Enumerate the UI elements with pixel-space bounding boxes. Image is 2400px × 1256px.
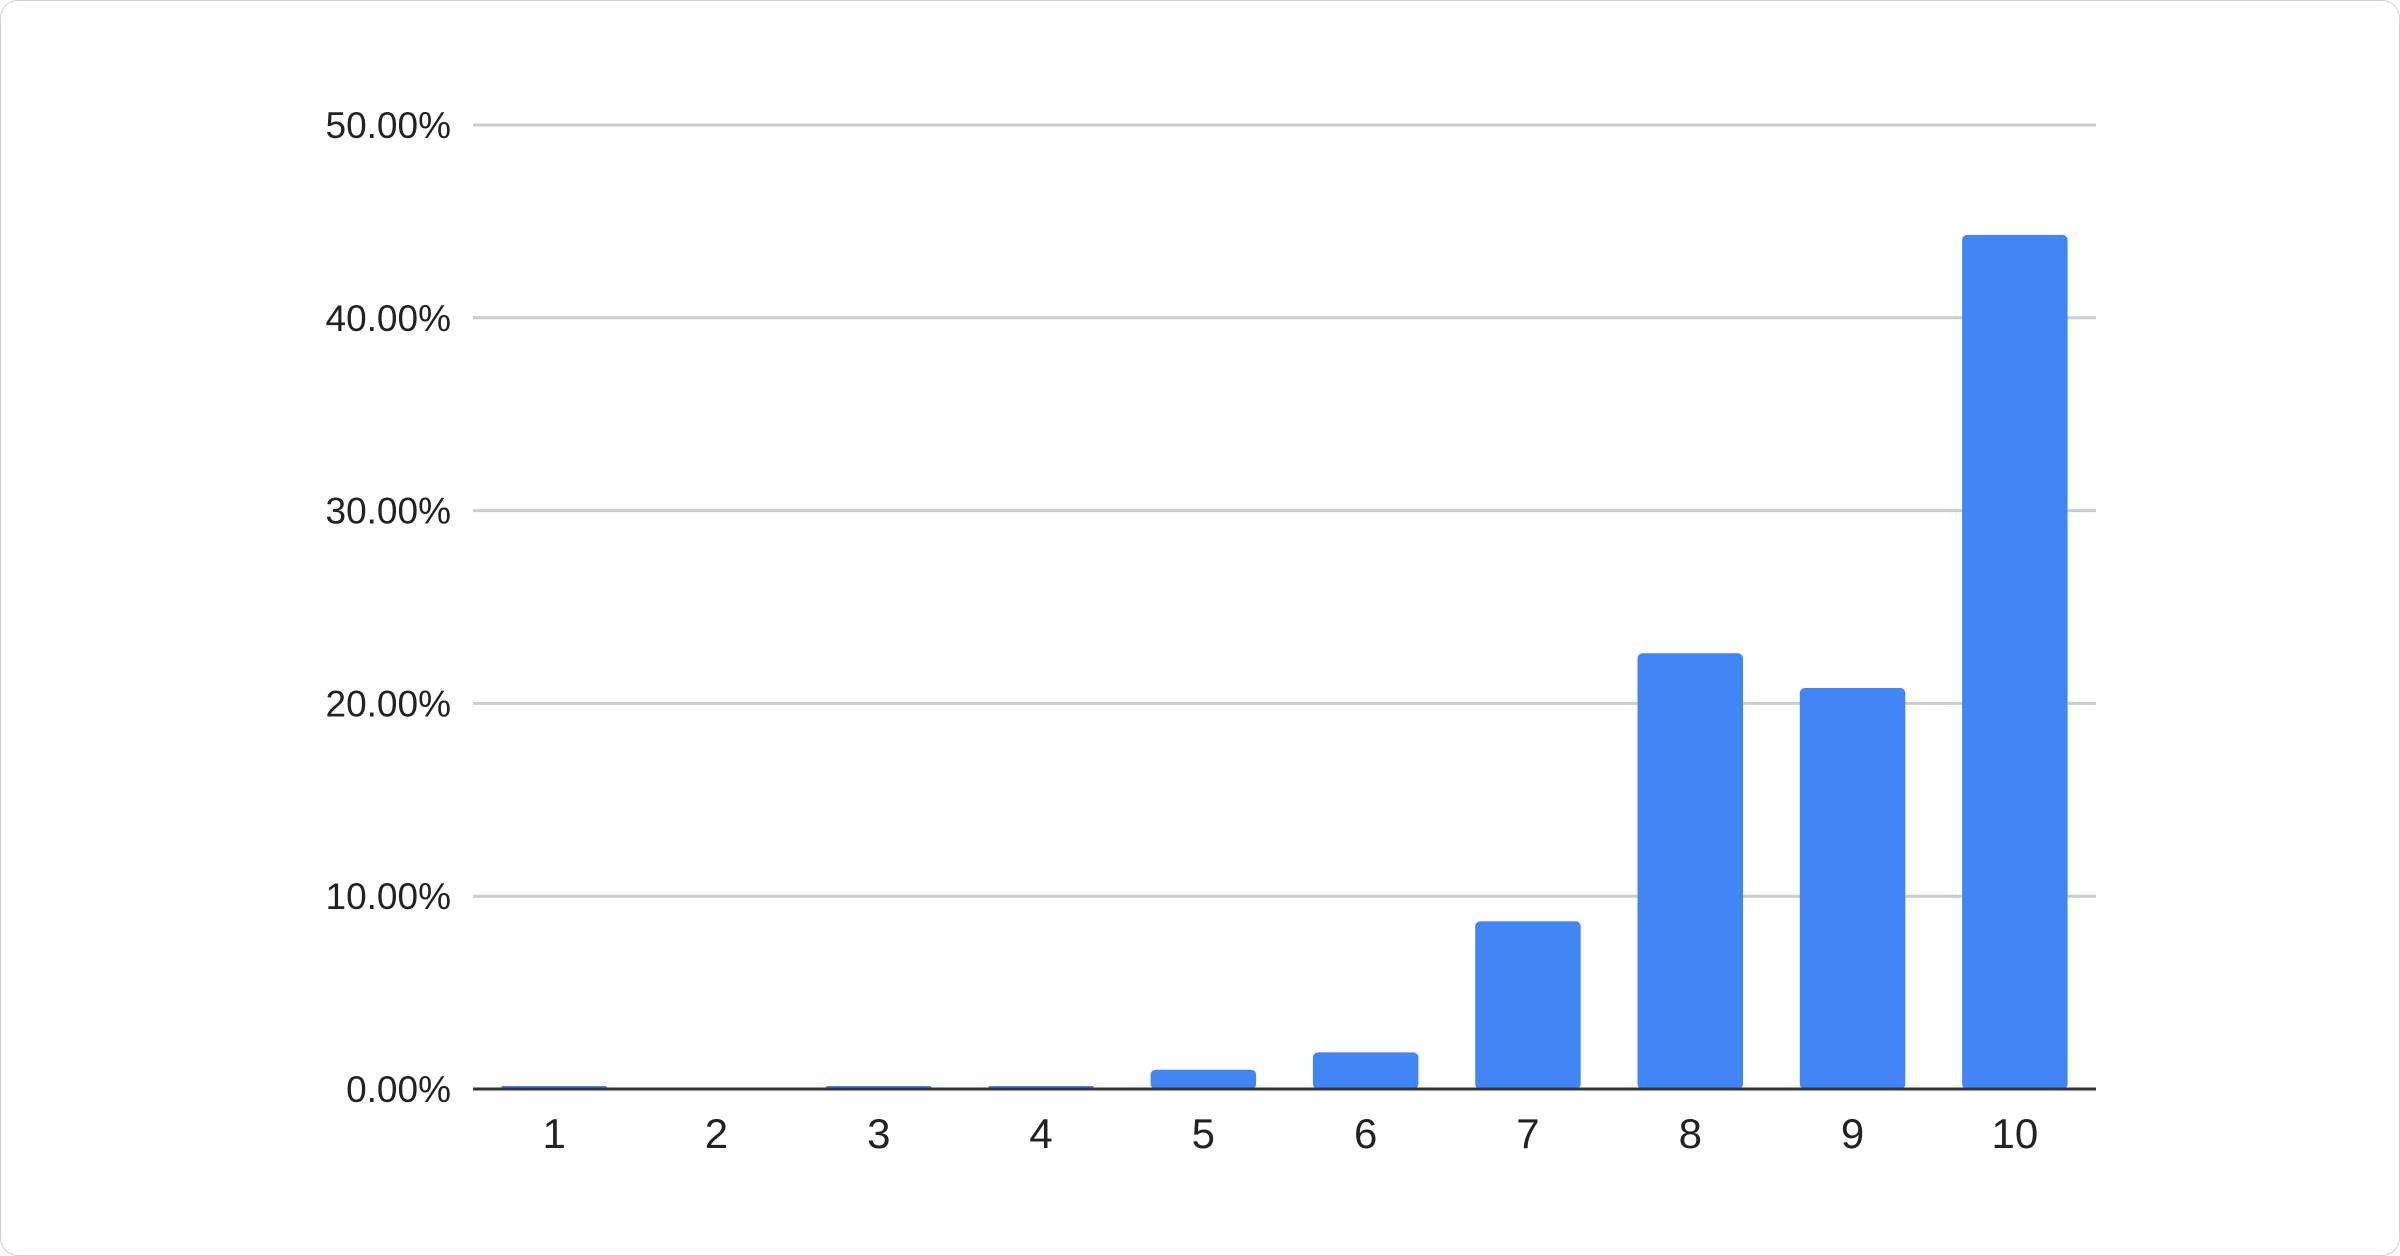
bar-10 [1962, 234, 2068, 1089]
y-tick-label: 50.00% [326, 105, 452, 146]
x-tick-label: 10 [1991, 1110, 2038, 1157]
y-axis-tick-labels: 0.00% 10.00% 20.00% 30.00% 40.00% 50.00% [326, 105, 452, 1110]
y-tick-label: 0.00% [346, 1069, 451, 1110]
bar-6 [1312, 1052, 1419, 1089]
y-tick-label: 20.00% [326, 683, 452, 724]
x-tick-label: 3 [867, 1110, 890, 1157]
bar-5 [1150, 1069, 1257, 1089]
bar-9 [1799, 687, 1906, 1089]
y-tick-label: 10.00% [326, 876, 452, 917]
x-tick-label: 9 [1841, 1110, 1864, 1157]
y-tick-label: 40.00% [326, 298, 452, 339]
x-tick-label: 7 [1516, 1110, 1539, 1157]
x-tick-label: 5 [1192, 1110, 1215, 1157]
x-tick-label: 4 [1029, 1110, 1052, 1157]
y-tick-label: 30.00% [326, 491, 452, 532]
bar-8 [1637, 653, 1743, 1089]
x-tick-label: 8 [1679, 1110, 1702, 1157]
x-tick-label: 1 [542, 1110, 565, 1157]
bar-7 [1475, 921, 1581, 1089]
x-tick-label: 6 [1354, 1110, 1377, 1157]
x-axis-tick-labels: 1 2 3 4 5 6 7 8 9 10 [542, 1110, 2038, 1157]
bars [501, 234, 2068, 1089]
x-tick-label: 2 [705, 1110, 728, 1157]
